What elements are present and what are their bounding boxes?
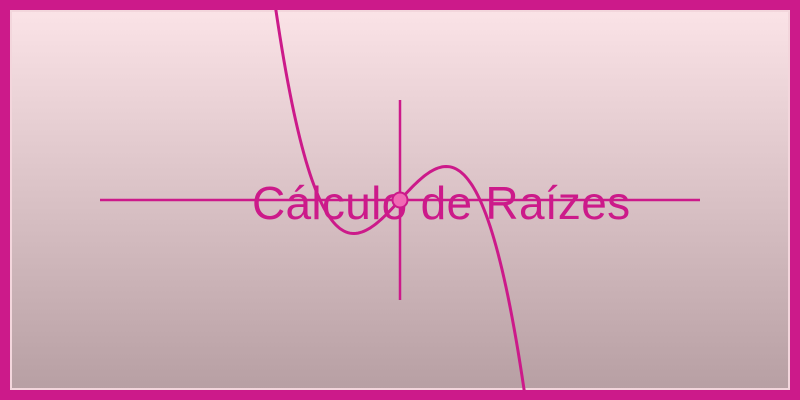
banner-title: Cálculo de Raízes	[252, 177, 631, 229]
root-point-marker	[391, 191, 409, 209]
